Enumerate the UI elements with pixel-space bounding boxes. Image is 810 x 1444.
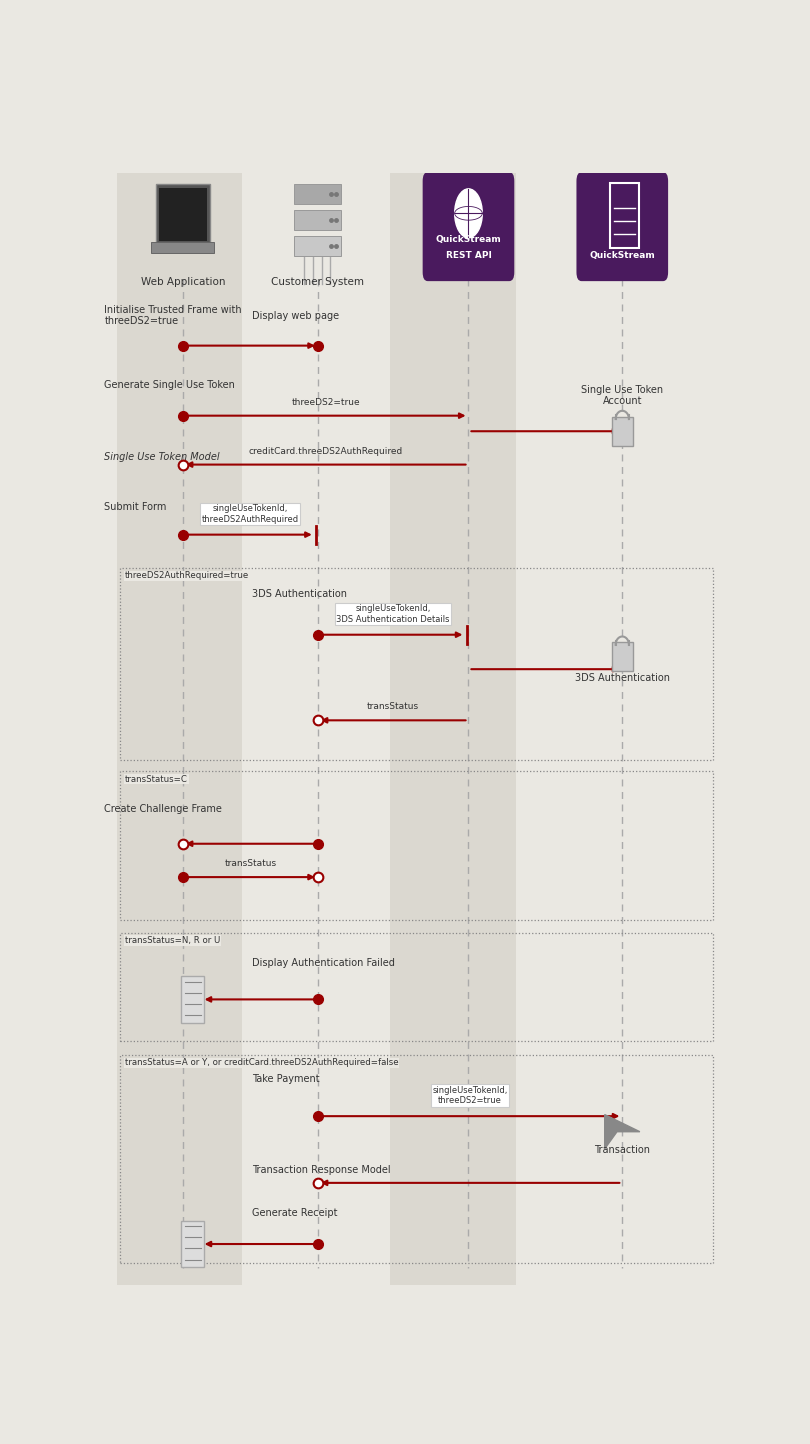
Text: Web Application: Web Application [141,277,225,287]
FancyBboxPatch shape [156,183,210,245]
Text: transStatus=C: transStatus=C [125,775,188,784]
Text: Generate Receipt: Generate Receipt [252,1207,338,1217]
Polygon shape [605,1115,640,1149]
Text: Display Authentication Failed: Display Authentication Failed [252,957,394,967]
Text: 3DS Authentication: 3DS Authentication [252,589,347,599]
Text: Single Use Token
Account: Single Use Token Account [582,386,663,406]
FancyBboxPatch shape [612,417,633,446]
Text: QuickStream: QuickStream [436,235,501,244]
Text: Generate Single Use Token: Generate Single Use Token [104,380,235,390]
Bar [538,173,663,1285]
Text: QuickStream: QuickStream [590,251,655,260]
Text: threeDS2AuthRequired=true: threeDS2AuthRequired=true [125,572,249,580]
Bar [117,173,242,1285]
Text: transStatus=N, R or U: transStatus=N, R or U [125,936,220,944]
Text: transStatus: transStatus [224,859,276,868]
FancyBboxPatch shape [294,209,341,230]
Text: Transaction: Transaction [595,1145,650,1155]
Text: Customer System: Customer System [271,277,364,287]
Text: Submit Form: Submit Form [104,503,167,511]
Text: threeDS2=true: threeDS2=true [292,397,360,407]
Circle shape [454,189,482,238]
Bar [249,173,374,1285]
Text: transStatus=A or Y, or creditCard.threeDS2AuthRequired=false: transStatus=A or Y, or creditCard.threeD… [125,1058,399,1067]
Text: 3DS Authentication: 3DS Authentication [575,673,670,683]
FancyBboxPatch shape [181,1220,204,1268]
Text: transStatus: transStatus [367,702,420,712]
FancyBboxPatch shape [612,643,633,671]
Text: Take Payment: Take Payment [252,1074,319,1084]
Text: singleUseTokenId,
3DS Authentication Details: singleUseTokenId, 3DS Authentication Det… [336,604,450,624]
FancyBboxPatch shape [294,185,341,205]
Text: Transaction Response Model: Transaction Response Model [252,1164,390,1174]
Text: Display web page: Display web page [252,310,339,321]
Text: Initialise Trusted Frame with
threeDS2=true: Initialise Trusted Frame with threeDS2=t… [104,305,242,326]
Text: Create Challenge Frame: Create Challenge Frame [104,804,222,814]
Text: singleUseTokenId,
threeDS2=true: singleUseTokenId, threeDS2=true [433,1086,508,1105]
FancyBboxPatch shape [159,188,207,241]
Bar [390,173,516,1285]
FancyBboxPatch shape [151,241,214,253]
FancyBboxPatch shape [181,976,204,1022]
Text: REST API: REST API [446,251,492,260]
FancyBboxPatch shape [423,172,514,282]
FancyBboxPatch shape [577,172,668,282]
Text: creditCard.threeDS2AuthRequired: creditCard.threeDS2AuthRequired [249,446,403,456]
FancyBboxPatch shape [294,235,341,256]
Text: Single Use Token Model: Single Use Token Model [104,452,220,462]
Text: singleUseTokenId,
threeDS2AuthRequired: singleUseTokenId, threeDS2AuthRequired [202,504,299,524]
